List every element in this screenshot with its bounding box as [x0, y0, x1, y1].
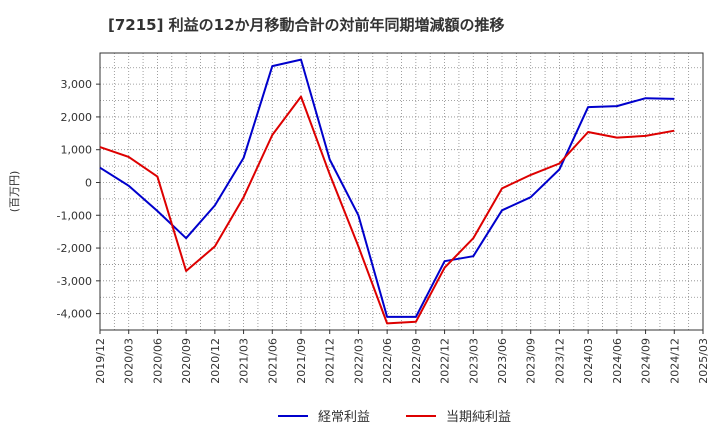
grid	[99, 53, 704, 331]
legend-label-1: 経常利益	[318, 410, 370, 425]
x-tick-label: 2024/09	[640, 338, 653, 384]
y-tick-label: -1,000	[57, 209, 92, 222]
legend-label-2: 当期純利益	[446, 410, 511, 425]
x-tick-label: 2022/12	[439, 338, 452, 384]
y-tick-label: -3,000	[57, 275, 92, 288]
y-tick-label: 2,000	[61, 111, 93, 124]
y-tick-label: 3,000	[61, 78, 93, 91]
series-line-1	[99, 58, 675, 318]
x-tick-label: 2024/12	[668, 338, 681, 384]
x-tick-label: 2023/06	[496, 338, 509, 384]
x-tick-label: 2025/03	[697, 338, 710, 384]
y-tick-label: -4,000	[57, 308, 92, 321]
x-tick-label: 2023/09	[525, 338, 538, 384]
x-tick-label: 2020/12	[209, 338, 222, 384]
x-tick-label: 2021/06	[266, 338, 279, 384]
x-tick-label: 2019/12	[94, 338, 107, 384]
y-tick-label: 0	[85, 176, 92, 189]
x-tick-label: 2024/06	[611, 338, 624, 384]
x-axis: 2019/12 2020/03 2020/06 2020/09 2020/12 2021/…	[94, 330, 710, 384]
y-tick-label: 1,000	[61, 144, 93, 157]
legend: 経常利益 当期純利益	[278, 410, 511, 425]
y-tick-label: -2,000	[57, 242, 92, 255]
series-group	[99, 58, 675, 325]
plot-area	[99, 52, 704, 331]
x-tick-label: 2022/06	[381, 338, 394, 384]
x-tick-label: 2020/09	[180, 338, 193, 384]
x-tick-label: 2023/12	[553, 338, 566, 384]
x-tick-label: 2022/09	[410, 338, 423, 384]
x-tick-label: 2020/06	[151, 338, 164, 384]
x-tick-label: 2022/03	[352, 338, 365, 384]
x-tick-label: 2020/03	[123, 338, 136, 384]
y-axis-label: (百万円)	[8, 171, 21, 213]
x-tick-label: 2021/09	[295, 338, 308, 384]
x-tick-label: 2023/03	[467, 338, 480, 384]
series-line-2	[99, 95, 675, 325]
chart-title: [7215] 利益の12か月移動合計の対前年同期増減額の推移	[108, 16, 505, 34]
y-axis: 3,000 2,000 1,000 0 -1,000 -2,000 -3,000 -4,000	[57, 78, 100, 321]
x-tick-label: 2024/03	[582, 338, 595, 384]
x-tick-label: 2021/12	[324, 338, 337, 384]
x-tick-label: 2021/03	[238, 338, 251, 384]
